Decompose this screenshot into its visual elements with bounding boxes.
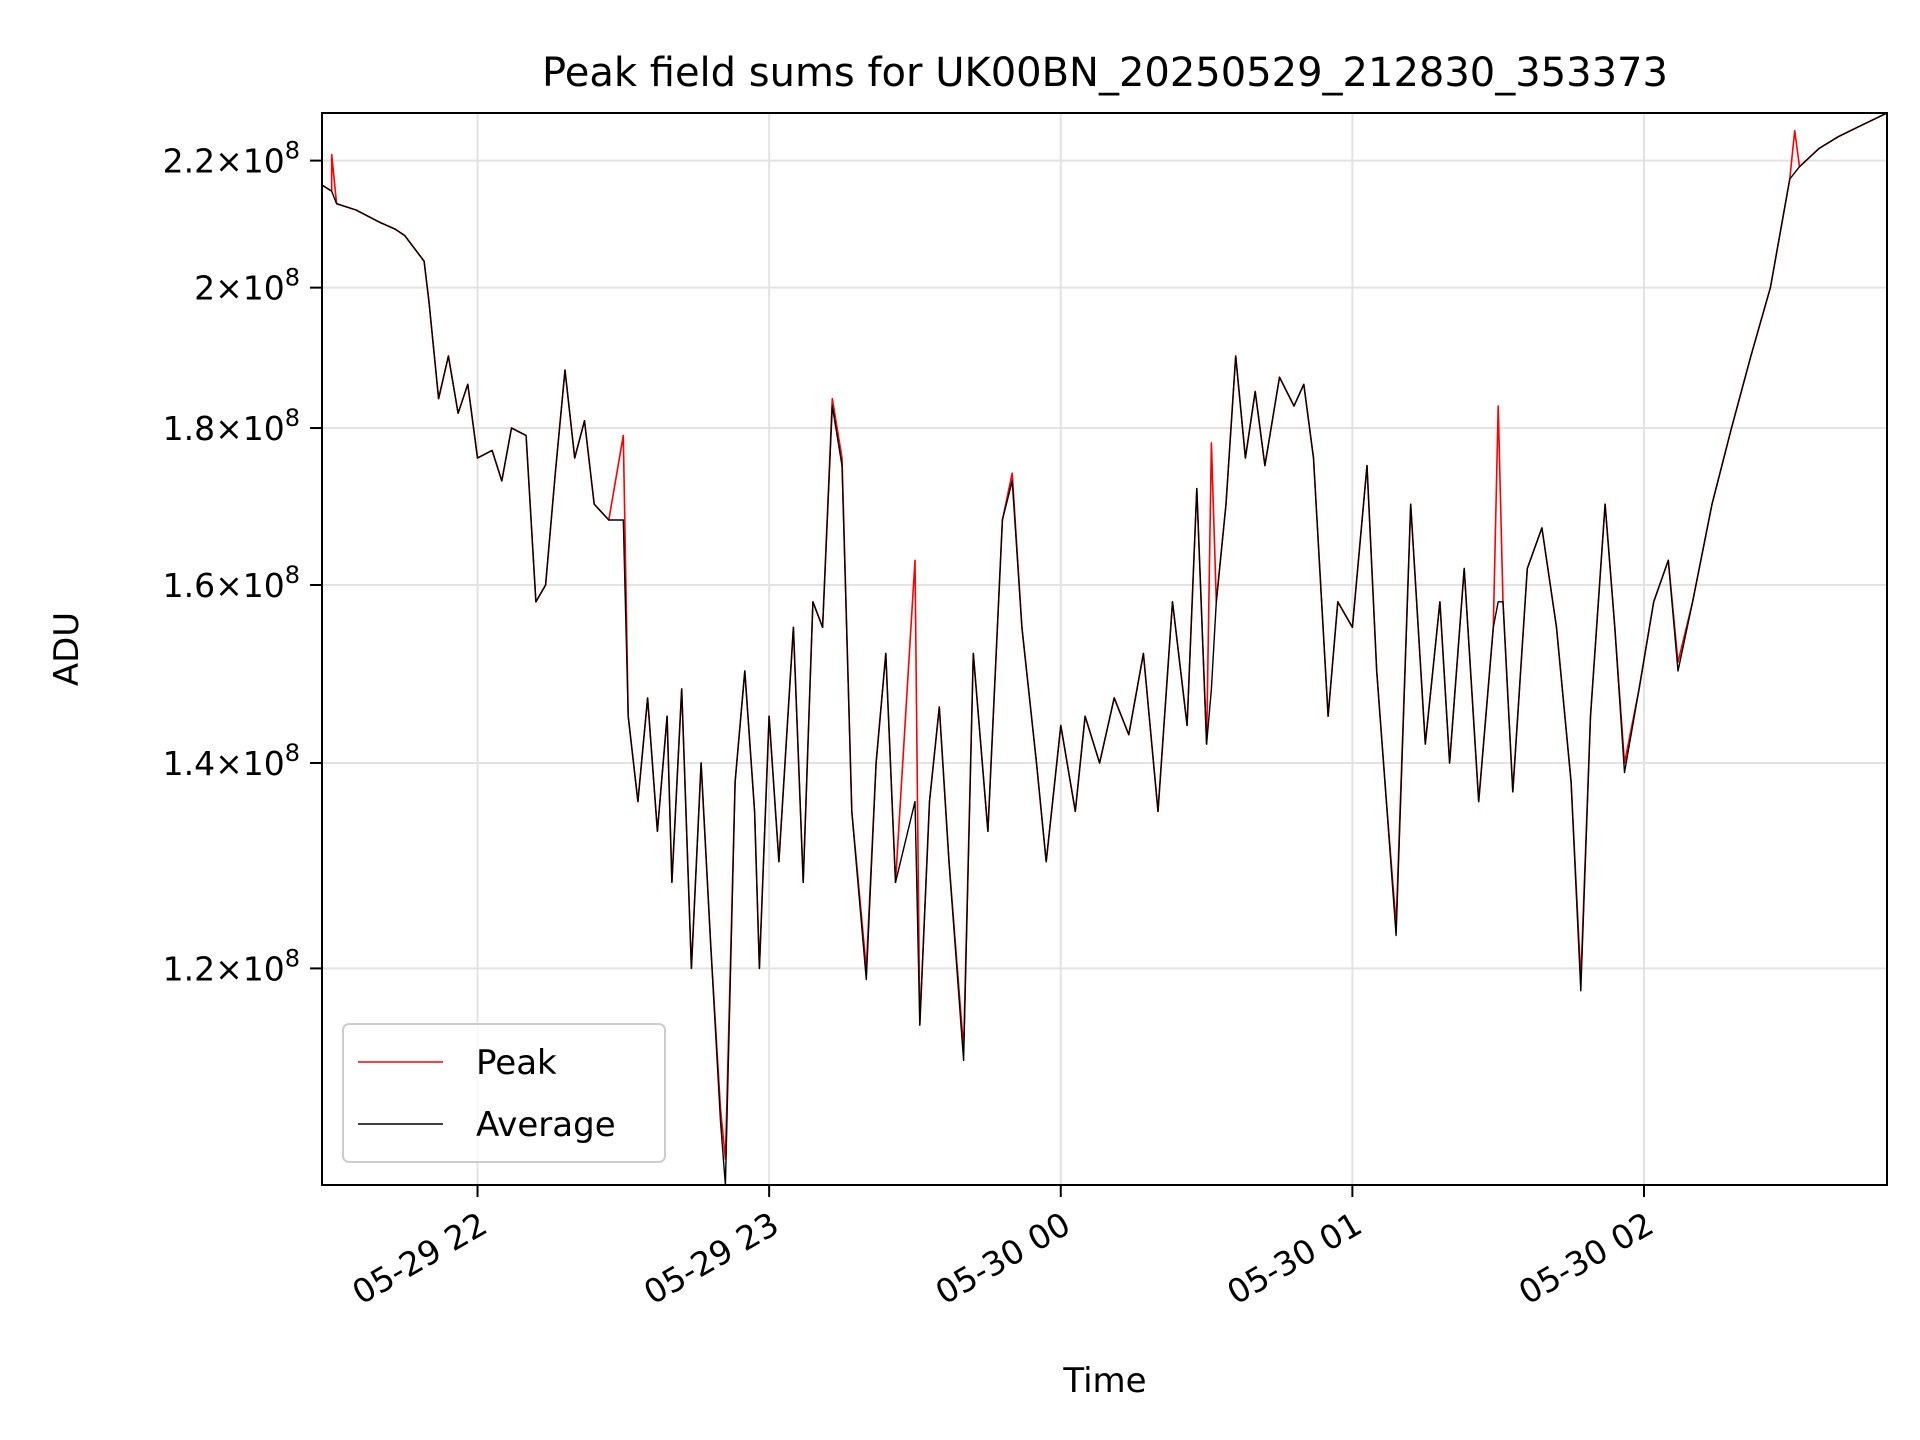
x-axis-label: Time: [1062, 1361, 1146, 1401]
y-tick-label: 1.8×108: [163, 404, 300, 448]
legend-label-average: Average: [476, 1105, 616, 1145]
legend-label-peak: Peak: [476, 1043, 557, 1083]
legend: Peak Average: [342, 1023, 666, 1163]
y-tick-label: 1.4×108: [163, 739, 300, 783]
y-axis: 1.2×108 1.4×108 1.6×108 1.8×108 2×108 2.2×108: [163, 137, 322, 988]
y-tick-label: 1.6×108: [163, 561, 300, 605]
y-tick-label: 2×108: [194, 264, 300, 308]
plot-frame: [321, 112, 1888, 1186]
plot-area: [321, 112, 1888, 1186]
chart-title: Peak field sums for UK00BN_20250529_2128…: [542, 50, 1668, 96]
y-tick-label: 2.2×108: [163, 137, 300, 181]
series-line-average: [321, 112, 1888, 1186]
y-axis-label: ADU: [47, 612, 87, 686]
y-tick-label: 1.2×108: [163, 944, 300, 988]
legend-box: [342, 1023, 666, 1163]
